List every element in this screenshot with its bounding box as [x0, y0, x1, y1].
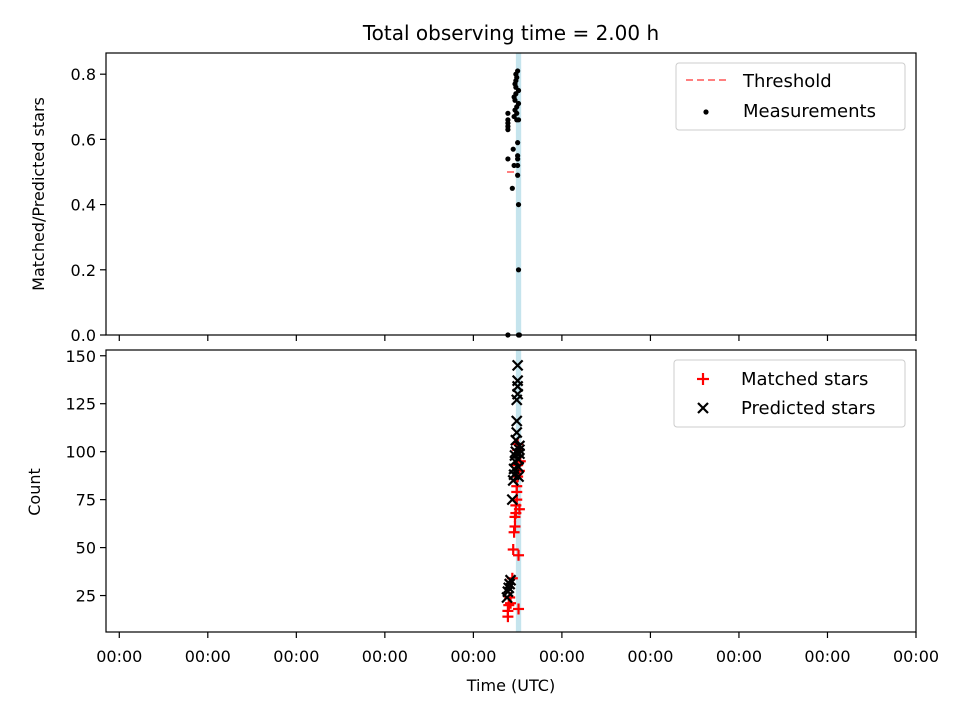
measurement-point [515, 68, 521, 74]
matched-legend-label: Matched stars [741, 369, 868, 390]
x-tick-label: 00:00 [450, 647, 496, 666]
measurement-point [515, 100, 522, 107]
matched-star-point [513, 549, 525, 561]
bottom-legend-box [673, 359, 906, 428]
y-tick-label: 0.4 [71, 196, 96, 215]
bottom-y-ticks: 25 50 75 100 125 150 [65, 347, 106, 606]
predicted-star-points [501, 359, 526, 604]
matched-star-point [505, 597, 517, 609]
y-tick-label: 50 [76, 539, 96, 558]
y-tick-label: 0.8 [71, 65, 96, 84]
x-tick-label: 00:00 [893, 647, 939, 666]
y-tick-label: 0.2 [71, 261, 96, 280]
matched-star-point [507, 544, 519, 556]
top-y-ticks: 0.0 0.2 0.4 0.6 0.8 [71, 65, 106, 345]
measurement-point [515, 162, 521, 169]
measurement-point [515, 117, 522, 123]
matched-star-point [513, 603, 525, 615]
matched-star-point [513, 503, 525, 515]
predicted-star-point [510, 426, 523, 439]
predicted-star-point [512, 470, 525, 483]
measurement-point [514, 110, 520, 116]
top-legend-box [675, 62, 906, 131]
bottom-plot-frame [105, 349, 917, 633]
measurement-point [515, 140, 521, 146]
x-tick-label: 00:00 [716, 647, 762, 666]
measurement-point [514, 74, 520, 81]
top-shade-band [515, 53, 522, 335]
threshold-legend-label: Threshold [742, 71, 832, 92]
y-tick-label: 0.6 [71, 130, 96, 149]
x-tick-label: 00:00 [539, 647, 585, 666]
predicted-star-point [511, 374, 524, 387]
x-tick-label: 00:00 [362, 647, 408, 666]
matched-star-point [509, 520, 521, 532]
predicted-star-point [513, 443, 526, 456]
x-axis-label: Time (UTC) [466, 676, 555, 695]
predicted-star-point [511, 359, 524, 372]
top-plot-frame [105, 52, 917, 336]
predicted-star-point [510, 415, 523, 427]
y-tick-label: 75 [76, 491, 96, 510]
top-x-ticks [118, 335, 917, 341]
measurement-point [509, 185, 515, 191]
bottom-y-axis-label: Count [25, 468, 44, 516]
measurement-point [505, 156, 511, 162]
y-tick-label: 0.0 [71, 326, 96, 345]
measurement-point [515, 201, 522, 208]
measurement-point [515, 267, 522, 273]
predicted-star-point [513, 440, 526, 452]
measurements-legend-swatch [703, 109, 709, 115]
bottom-legend: Matched stars Predicted stars [673, 359, 906, 428]
y-tick-label: 125 [65, 395, 96, 414]
predicted-star-point [504, 574, 517, 586]
measurement-point [510, 146, 516, 152]
y-tick-label: 150 [65, 347, 96, 366]
measurement-point [515, 153, 521, 159]
matched-legend-swatch [697, 373, 709, 385]
top-y-axis-label: Matched/Predicted stars [29, 97, 48, 291]
top-legend: Threshold Measurements [675, 62, 906, 131]
measurement-point [512, 97, 518, 103]
top-measurement-points [505, 68, 523, 338]
measurement-point [505, 117, 511, 123]
top-panel: 0.00.20.40.60.8 Matched/Predicted stars … [29, 52, 917, 345]
y-tick-label: 25 [76, 587, 96, 606]
measurements-legend-label: Measurements [743, 101, 876, 122]
measurement-point [505, 110, 511, 116]
y-tick-label: 100 [65, 443, 96, 462]
top-shaded-interval [515, 53, 522, 335]
bottom-x-ticks: 00:00 00:00 00:00 00:00 00:00 00:00 00:00 00:00… [96, 632, 939, 666]
figure-title: Total observing time = 2.00 h [362, 21, 659, 45]
predicted-legend-swatch [697, 402, 709, 414]
x-tick-label: 00:00 [627, 647, 673, 666]
predicted-legend-label: Predicted stars [741, 398, 875, 419]
x-tick-label: 00:00 [185, 647, 231, 666]
x-tick-label: 00:00 [96, 647, 142, 666]
predicted-star-point [506, 493, 519, 506]
measurement-point [515, 87, 522, 94]
x-tick-label: 00:00 [273, 647, 319, 666]
measurement-point [515, 172, 521, 178]
x-tick-label: 00:00 [804, 647, 850, 666]
predicted-star-point [503, 578, 516, 590]
